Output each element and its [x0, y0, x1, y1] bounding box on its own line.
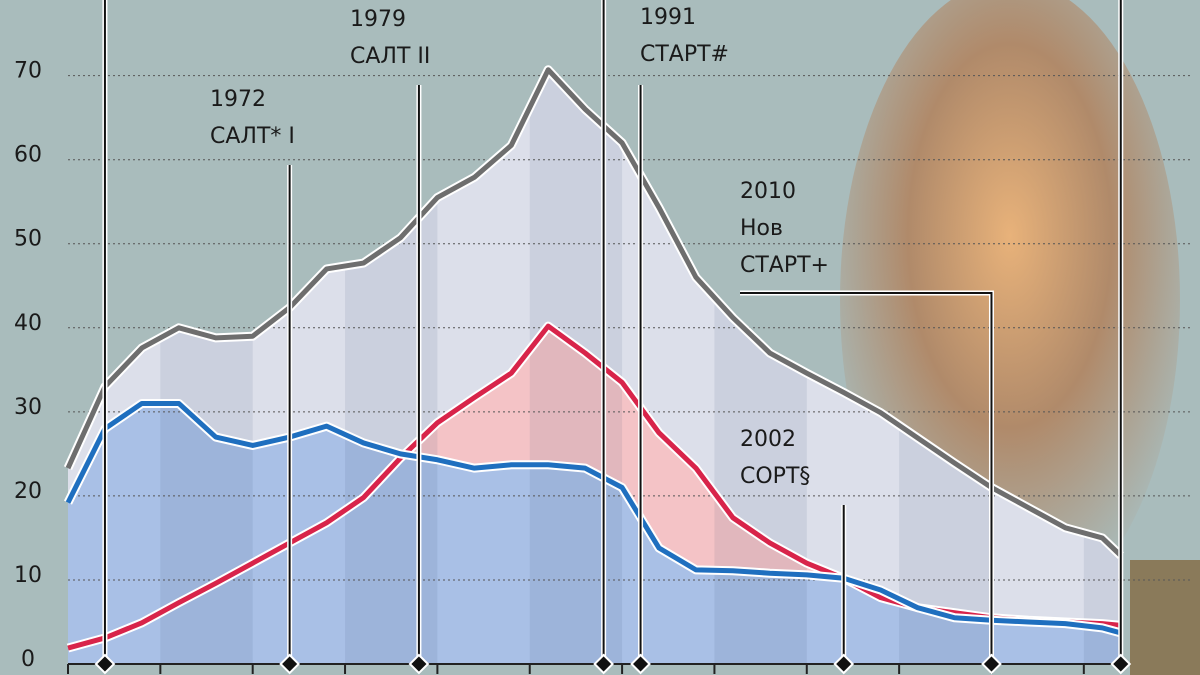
annotation-text: СТАРТ+ [740, 253, 829, 278]
photo-ground [1130, 560, 1200, 675]
event-marker [630, 653, 651, 675]
annotation-text: 2010 [740, 179, 796, 204]
y-tick-label: 20 [14, 479, 42, 504]
event-marker [833, 653, 855, 675]
y-tick-label: 0 [21, 647, 35, 672]
y-tick-label: 50 [14, 227, 42, 252]
annotation-text: 1979 [350, 7, 406, 32]
event-marker [279, 653, 301, 675]
event-marker [94, 653, 116, 675]
annotation-text: 2002 [740, 427, 796, 452]
event-marker [593, 653, 615, 675]
annotation-text: 1972 [210, 87, 266, 112]
annotation-text: САЛТ* I [210, 124, 295, 149]
event-marker [408, 653, 430, 675]
y-tick-label: 70 [14, 59, 42, 84]
annotation-text: 1991 [640, 5, 696, 30]
annotation-text: СОРТ§ [740, 464, 810, 489]
event-marker [981, 653, 1002, 675]
y-tick-label: 60 [14, 143, 42, 168]
area [68, 403, 1121, 664]
annotation-line [740, 292, 993, 664]
y-tick-label: 30 [14, 395, 42, 420]
event-marker [1110, 653, 1132, 675]
annotation-text: СТАРТ# [640, 42, 729, 67]
annotation-text: САЛТ II [350, 44, 430, 69]
y-tick-label: 40 [14, 311, 42, 336]
y-tick-label: 10 [14, 563, 42, 588]
annotation-text: Нов [740, 216, 783, 241]
